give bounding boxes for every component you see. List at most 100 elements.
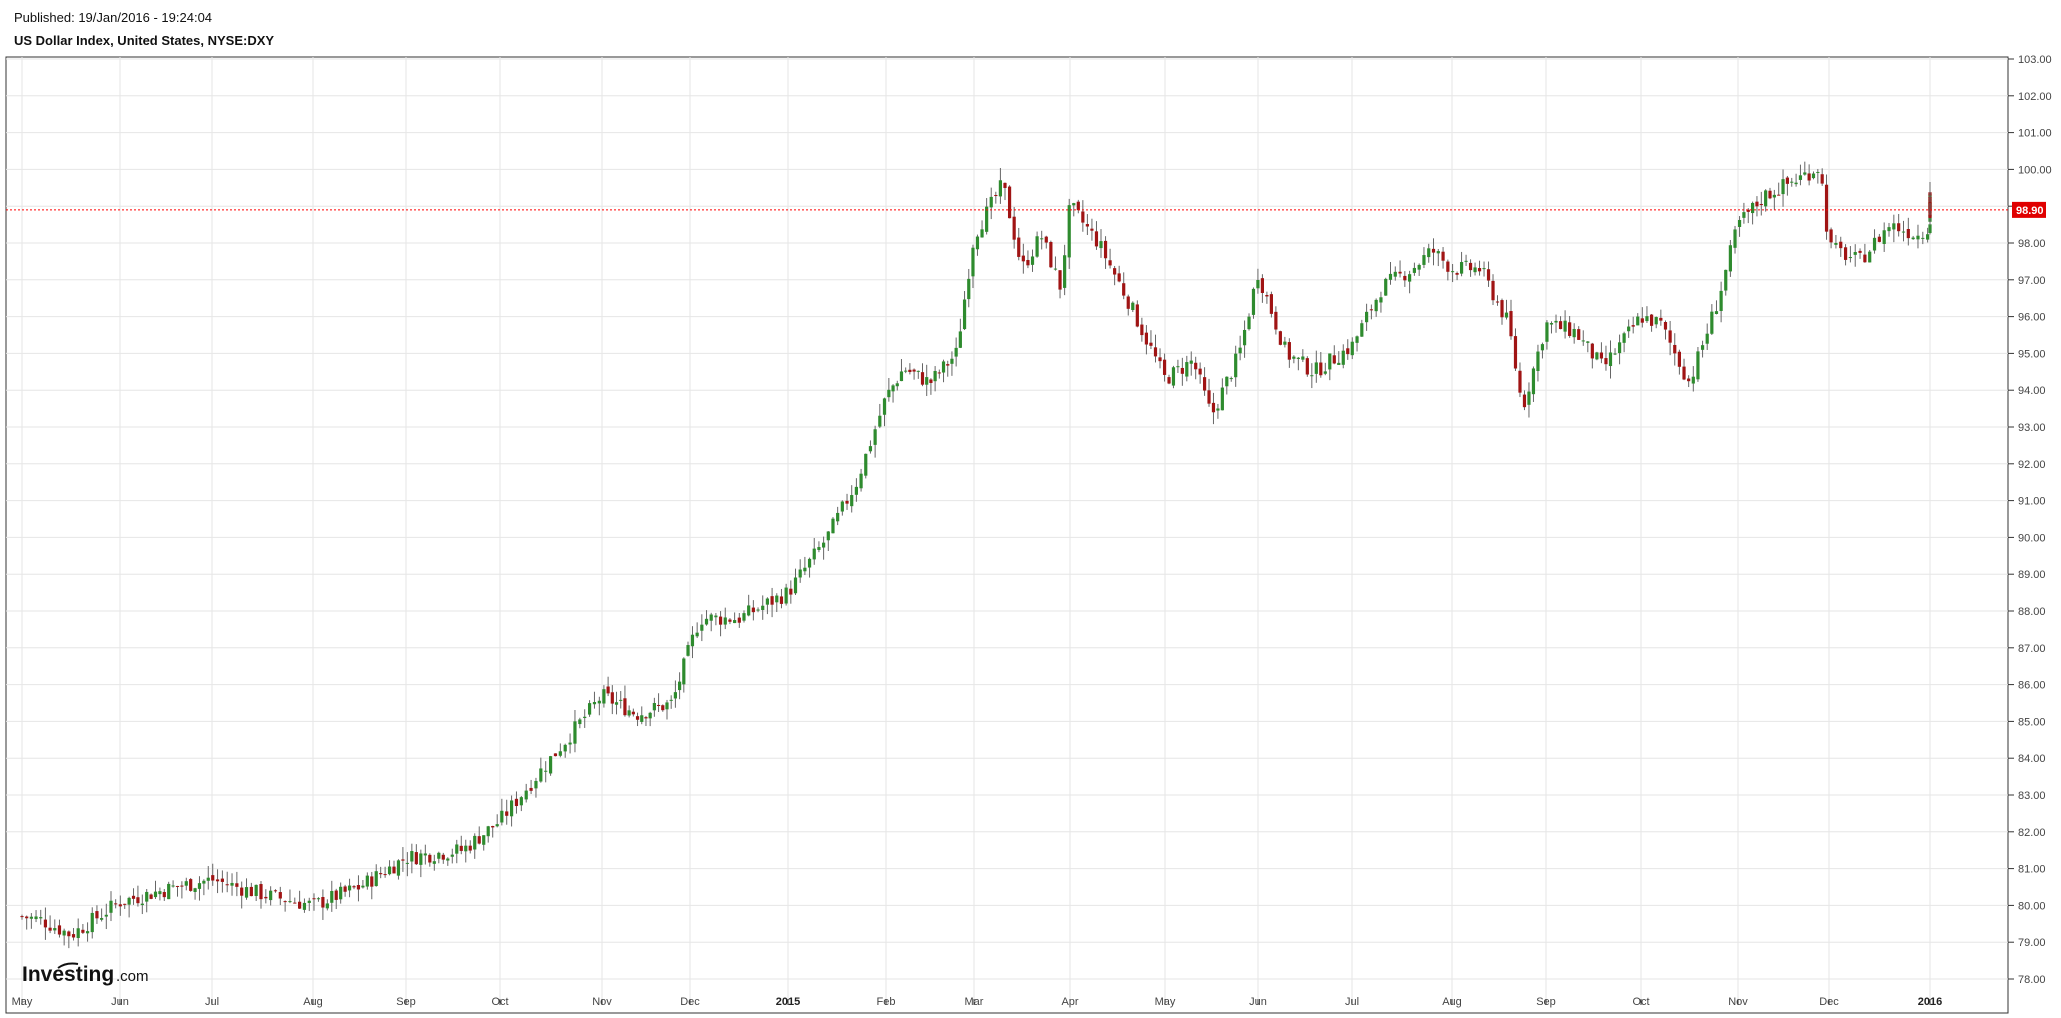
candle bbox=[1053, 256, 1058, 271]
candle-body bbox=[459, 845, 463, 851]
y-tick-label: 102.00 bbox=[2018, 91, 2052, 103]
candle bbox=[273, 889, 278, 893]
candle bbox=[1513, 328, 1518, 371]
candle bbox=[1346, 339, 1350, 360]
y-tick-label: 87.00 bbox=[2018, 643, 2046, 655]
y-tick-label: 92.00 bbox=[2018, 459, 2046, 471]
candle bbox=[25, 915, 29, 930]
candle bbox=[1509, 299, 1513, 340]
candle bbox=[1180, 357, 1184, 386]
candle bbox=[278, 886, 282, 906]
candle bbox=[1446, 259, 1450, 281]
candle-body bbox=[1622, 333, 1626, 343]
candle bbox=[90, 907, 94, 939]
candle-body bbox=[548, 756, 553, 774]
candle bbox=[321, 889, 325, 920]
candle bbox=[891, 384, 895, 403]
candle bbox=[1848, 246, 1852, 263]
candle bbox=[807, 557, 812, 578]
candle bbox=[1251, 287, 1256, 319]
candle-body bbox=[854, 486, 858, 495]
candle-body bbox=[20, 916, 24, 918]
candle-body bbox=[500, 810, 504, 823]
candle-body bbox=[789, 588, 793, 595]
x-tick-label: Jun bbox=[111, 996, 129, 1008]
candle bbox=[946, 360, 950, 377]
candle bbox=[1301, 349, 1305, 363]
candle bbox=[114, 899, 118, 909]
candle bbox=[441, 852, 445, 864]
candle-body bbox=[288, 901, 292, 903]
candle bbox=[1314, 350, 1318, 383]
candle bbox=[1807, 164, 1811, 186]
candle-body bbox=[1040, 238, 1044, 240]
candle bbox=[1911, 235, 1915, 240]
candle-body bbox=[899, 371, 904, 382]
candle bbox=[1076, 199, 1080, 214]
candle-body bbox=[1126, 296, 1130, 309]
candle-body bbox=[718, 616, 723, 625]
candle-body bbox=[514, 798, 519, 807]
candle bbox=[428, 853, 432, 867]
candle-body bbox=[339, 886, 343, 900]
candle-body bbox=[1531, 368, 1536, 395]
candle bbox=[100, 908, 104, 922]
candle-body bbox=[1260, 278, 1265, 293]
candle bbox=[1063, 244, 1067, 296]
candle-body bbox=[149, 894, 153, 899]
candle-body bbox=[1140, 324, 1144, 336]
candle-body bbox=[1863, 254, 1867, 263]
candle bbox=[167, 881, 171, 900]
candle bbox=[882, 397, 887, 427]
candle bbox=[578, 717, 582, 729]
candle bbox=[1785, 175, 1789, 196]
candle bbox=[85, 922, 90, 942]
candle-body bbox=[1185, 362, 1189, 377]
candle bbox=[193, 887, 197, 900]
candle bbox=[206, 866, 210, 890]
y-tick-label: 95.00 bbox=[2018, 348, 2046, 360]
candle-body bbox=[1417, 264, 1421, 270]
candle-body bbox=[775, 595, 779, 603]
y-tick-label: 80.00 bbox=[2018, 900, 2046, 912]
candle bbox=[374, 864, 378, 887]
candle-body bbox=[1522, 394, 1527, 408]
candle-body bbox=[1216, 408, 1220, 411]
candles bbox=[20, 161, 1932, 949]
candle bbox=[733, 612, 737, 624]
candle bbox=[723, 607, 727, 630]
candle bbox=[361, 879, 365, 889]
candle bbox=[29, 913, 33, 929]
candle bbox=[1099, 229, 1103, 258]
candle-body bbox=[48, 927, 52, 931]
y-tick-label: 86.00 bbox=[2018, 680, 2046, 692]
candle bbox=[994, 191, 998, 204]
candle-body bbox=[259, 884, 263, 900]
candle bbox=[1332, 345, 1336, 365]
candle bbox=[1337, 351, 1341, 365]
candle bbox=[197, 876, 202, 901]
candle-body bbox=[482, 835, 486, 845]
candle bbox=[817, 541, 821, 553]
candle-body bbox=[1921, 237, 1925, 239]
x-tick-label: Feb bbox=[877, 996, 896, 1008]
candle bbox=[1035, 231, 1039, 258]
candle-body bbox=[1017, 237, 1021, 257]
candle-body bbox=[1604, 358, 1608, 365]
candle-body bbox=[635, 716, 640, 720]
candle bbox=[836, 506, 840, 526]
candle-body bbox=[946, 364, 950, 366]
candle bbox=[1764, 189, 1768, 212]
candle bbox=[941, 359, 946, 383]
candle bbox=[136, 885, 140, 907]
candle-body bbox=[136, 897, 140, 904]
candle bbox=[850, 485, 854, 513]
candle bbox=[524, 783, 528, 803]
candle bbox=[1858, 248, 1862, 259]
candle-body bbox=[1897, 223, 1901, 232]
candle-body bbox=[1393, 271, 1397, 277]
candle-body bbox=[1247, 316, 1251, 330]
candle-body bbox=[1668, 330, 1672, 343]
candle bbox=[396, 859, 401, 880]
